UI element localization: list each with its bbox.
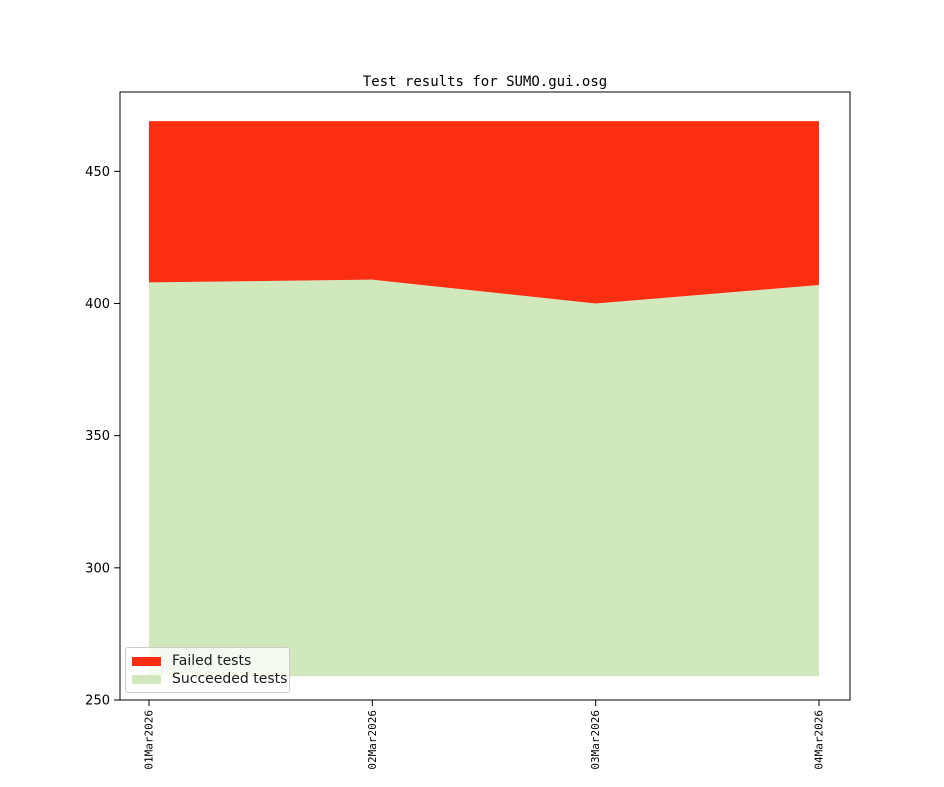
x-tick-label: 04Mar2026: [813, 710, 826, 770]
legend-item-failed: Failed tests: [132, 652, 281, 670]
failed-tests-swatch: [132, 656, 161, 666]
y-tick-label: 450: [85, 165, 110, 180]
failed-area: [149, 121, 819, 304]
succeeded-tests-swatch: [132, 674, 161, 684]
succeeded-area: [149, 279, 819, 677]
x-tick-label: 02Mar2026: [366, 710, 379, 770]
plot-frame: [119, 91, 851, 701]
y-tick-label: 300: [85, 561, 110, 576]
y-tick-label: 350: [85, 429, 110, 444]
legend-item-succeeded: Succeeded tests: [132, 670, 287, 688]
legend-label-failed: Failed tests: [172, 653, 252, 669]
legend-label-succeeded: Succeeded tests: [172, 671, 288, 687]
y-tick-label: 250: [85, 694, 110, 709]
legend: Failed tests Succeeded tests: [125, 647, 290, 693]
x-tick-label: 01Mar2026: [143, 710, 156, 770]
chart-title: Test results for SUMO.gui.osg: [362, 74, 608, 90]
y-tick-label: 400: [85, 297, 110, 312]
x-tick-label: 03Mar2026: [589, 710, 602, 770]
